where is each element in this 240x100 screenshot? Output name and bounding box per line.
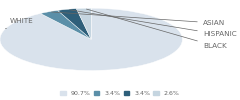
Wedge shape — [0, 8, 182, 70]
Wedge shape — [76, 8, 91, 39]
Text: BLACK: BLACK — [86, 9, 227, 49]
Legend: 90.7%, 3.4%, 3.4%, 2.6%: 90.7%, 3.4%, 3.4%, 2.6% — [60, 90, 180, 97]
Wedge shape — [41, 10, 91, 39]
Wedge shape — [58, 9, 91, 39]
Text: WHITE: WHITE — [6, 18, 33, 29]
Text: ASIAN: ASIAN — [52, 12, 225, 26]
Text: HISPANIC: HISPANIC — [70, 10, 237, 37]
